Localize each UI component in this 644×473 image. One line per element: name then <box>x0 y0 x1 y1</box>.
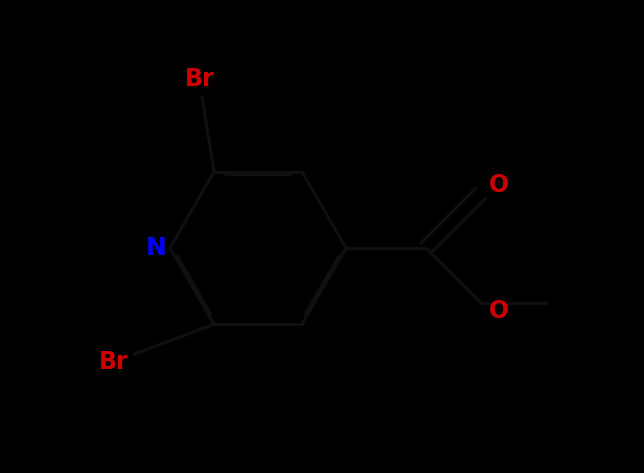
Text: N: N <box>146 236 166 260</box>
Text: O: O <box>489 299 509 323</box>
Text: Br: Br <box>185 67 215 91</box>
Text: O: O <box>489 173 509 197</box>
Text: Br: Br <box>99 350 129 374</box>
